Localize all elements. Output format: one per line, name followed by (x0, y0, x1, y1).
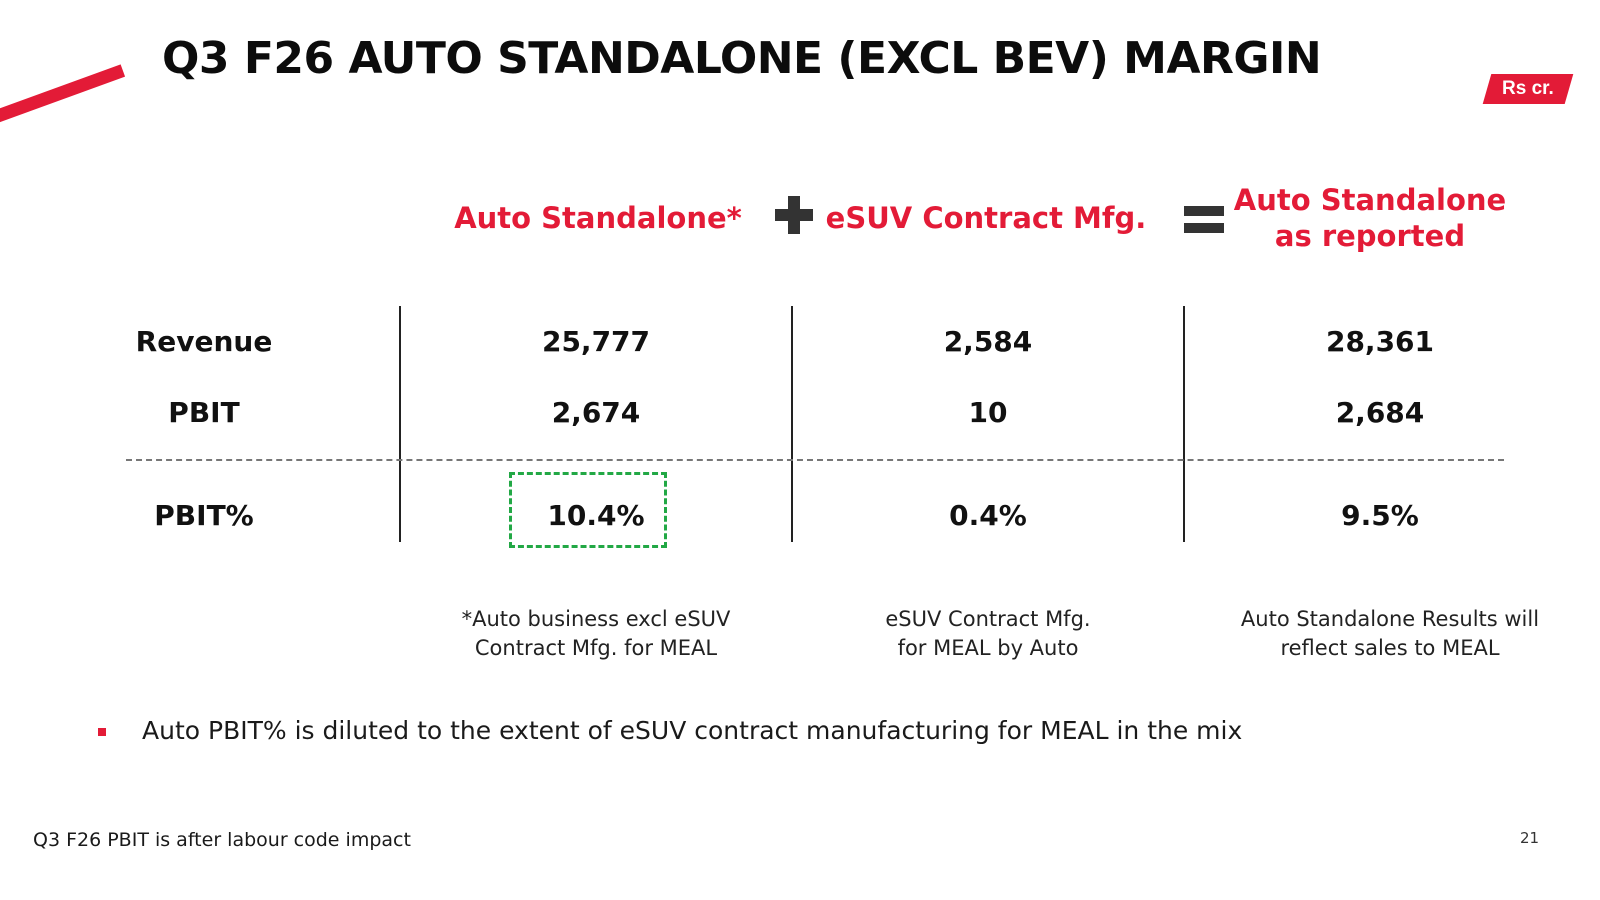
column-divider (399, 306, 401, 542)
dashed-separator (126, 459, 1504, 461)
slide-title: Q3 F26 AUTO STANDALONE (EXCL BEV) MARGIN (162, 33, 1322, 84)
footnote-line: for MEAL by Auto (897, 636, 1079, 660)
column-divider (791, 306, 793, 542)
accent-stripe (0, 64, 126, 129)
row-label-pbit: PBIT (168, 396, 240, 429)
footnote-line: *Auto business excl eSUV (461, 607, 731, 631)
heading-line: Auto Standalone (1233, 183, 1507, 217)
unit-badge-label: Rs cr. (1502, 78, 1554, 99)
heading-line: eSUV Contract Mfg. (825, 201, 1147, 235)
equals-icon-top-bar (1184, 206, 1224, 216)
page-number: 21 (1520, 829, 1540, 847)
heading-line: Auto Standalone* (454, 201, 742, 235)
cell-revenue-reported: 28,361 (1325, 325, 1435, 358)
bullet-square-icon (98, 728, 106, 736)
footer-note: Q3 F26 PBIT is after labour code impact (33, 829, 411, 851)
column-heading-esuv-contract: eSUV Contract Mfg. (806, 200, 1166, 236)
column-divider (1183, 306, 1185, 542)
cell-revenue-esuv: 2,584 (943, 325, 1033, 358)
row-label-pbit-percent: PBIT% (154, 499, 254, 532)
column-heading-auto-reported: Auto Standalone as reported (1190, 182, 1550, 254)
plus-icon-horizontal-bar (775, 209, 813, 221)
highlight-box (509, 472, 667, 548)
bullet-text: Auto PBIT% is diluted to the extent of e… (142, 716, 1243, 745)
cell-pbit-percent-reported: 9.5% (1341, 499, 1419, 532)
column-footnote-reported: Auto Standalone Results will reflect sal… (1210, 605, 1570, 663)
cell-pbit-auto-standalone: 2,674 (551, 396, 641, 429)
column-footnote-auto-standalone: *Auto business excl eSUV Contract Mfg. f… (446, 605, 746, 663)
cell-pbit-esuv: 10 (968, 396, 1008, 429)
row-label-revenue: Revenue (135, 325, 273, 358)
cell-pbit-percent-auto-standalone: 10.4% (547, 499, 645, 532)
footnote-line: Auto Standalone Results will (1240, 607, 1540, 631)
equals-icon-bottom-bar (1184, 223, 1224, 233)
footnote-line: Contract Mfg. for MEAL (474, 636, 718, 660)
heading-line: as reported (1274, 219, 1466, 253)
footnote-line: eSUV Contract Mfg. (885, 607, 1091, 631)
cell-revenue-auto-standalone: 25,777 (541, 325, 651, 358)
cell-pbit-percent-esuv: 0.4% (949, 499, 1027, 532)
footnote-line: reflect sales to MEAL (1280, 636, 1500, 660)
column-heading-auto-standalone: Auto Standalone* (418, 200, 778, 236)
cell-pbit-reported: 2,684 (1335, 396, 1425, 429)
column-footnote-esuv: eSUV Contract Mfg. for MEAL by Auto (838, 605, 1138, 663)
unit-badge: Rs cr. (1482, 74, 1574, 104)
